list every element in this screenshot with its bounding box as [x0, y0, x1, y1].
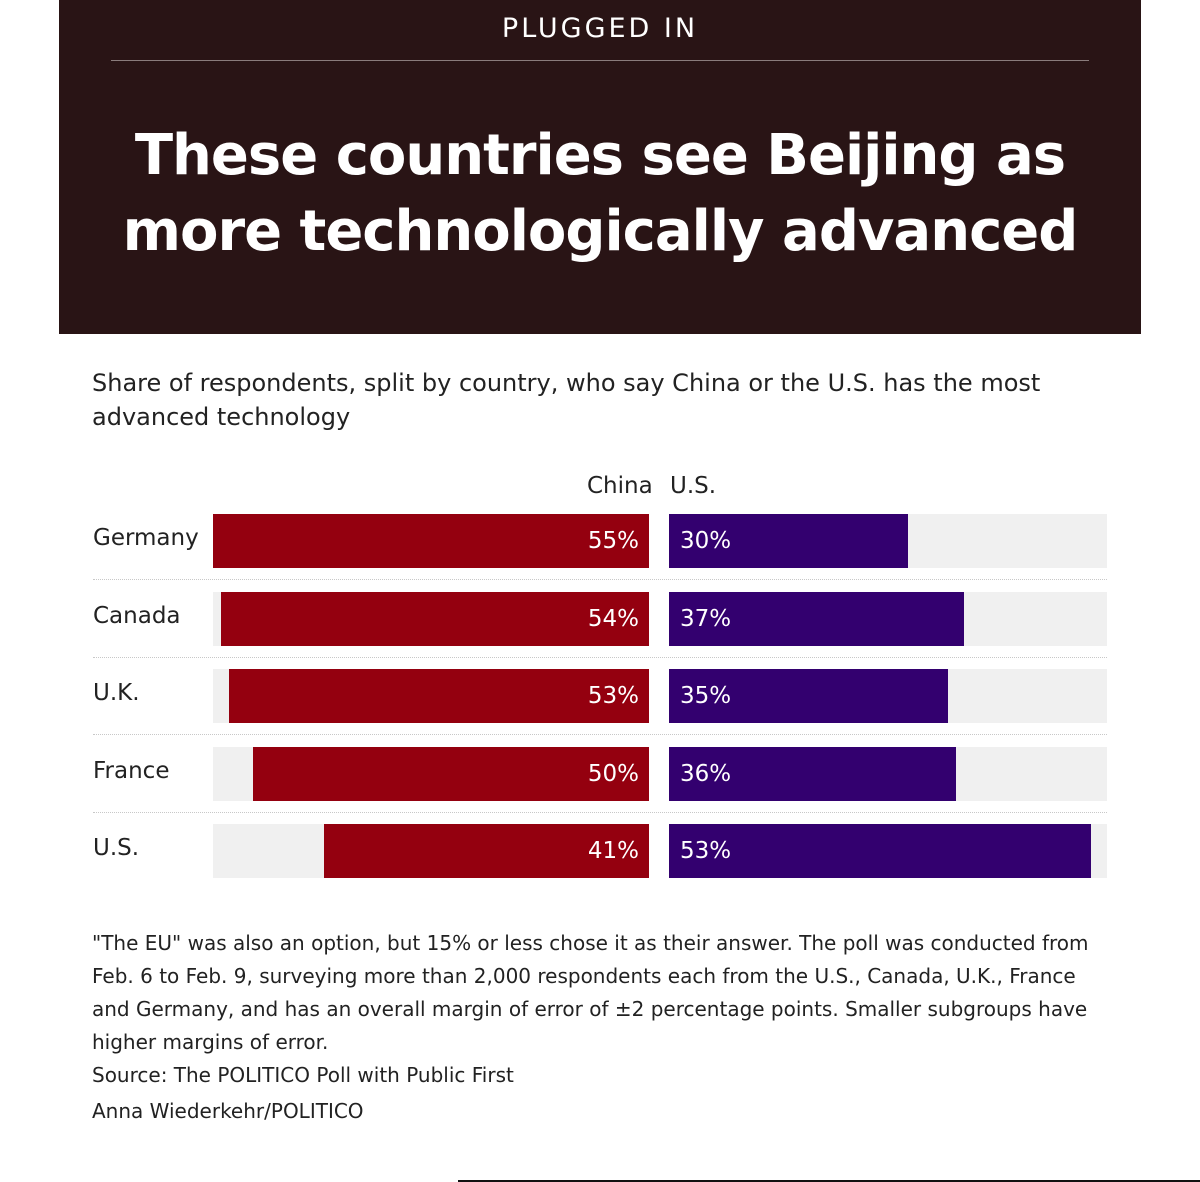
us-value-label: 53% [680, 838, 732, 864]
column-header-china: China [587, 473, 653, 499]
country-label: U.S. [93, 835, 140, 861]
country-label: France [93, 757, 170, 784]
us-value-label: 30% [680, 528, 732, 554]
kicker: PLUGGED IN [501, 13, 699, 44]
us-bar [669, 514, 908, 568]
china-bar [228, 669, 649, 723]
row-divider [93, 734, 1107, 735]
country-label: U.K. [93, 680, 140, 706]
country-label: Canada [93, 602, 181, 629]
us-bar [669, 591, 964, 646]
header-divider [111, 60, 1089, 61]
bottom-divider [458, 1180, 1200, 1182]
us-value-label: 35% [680, 683, 732, 709]
footnote: "The EU" was also an option, but 15% or … [92, 931, 1089, 1054]
chart-title: These countries see Beijing as more tech… [122, 123, 1079, 264]
row-divider [93, 811, 1107, 813]
us-value-label: 37% [680, 605, 732, 632]
credit-line: Anna Wiederkehr/POLITICO [92, 1099, 364, 1123]
source-line: Source: The POLITICO Poll with Public Fi… [92, 1063, 514, 1087]
country-label: Germany [93, 525, 199, 551]
china-value-label: 53% [587, 683, 639, 709]
row-divider [93, 656, 1107, 658]
column-header-us: U.S. [670, 473, 717, 499]
us-value-label: 36% [680, 760, 732, 787]
us-bar [669, 669, 948, 723]
china-bar [220, 591, 649, 646]
us-bar [669, 824, 1092, 878]
us-bar [669, 746, 956, 801]
china-value-label: 50% [587, 760, 639, 787]
chart-subtitle: Share of respondents, split by country, … [92, 369, 1041, 431]
row-divider [93, 579, 1107, 580]
china-bar [323, 824, 649, 878]
header-banner: PLUGGED IN These countries see Beijing a… [59, 0, 1141, 334]
china-value-label: 41% [587, 838, 639, 864]
china-bar [213, 514, 649, 568]
china-value-label: 54% [587, 605, 639, 632]
china-value-label: 55% [587, 528, 639, 554]
china-bar [252, 746, 649, 801]
